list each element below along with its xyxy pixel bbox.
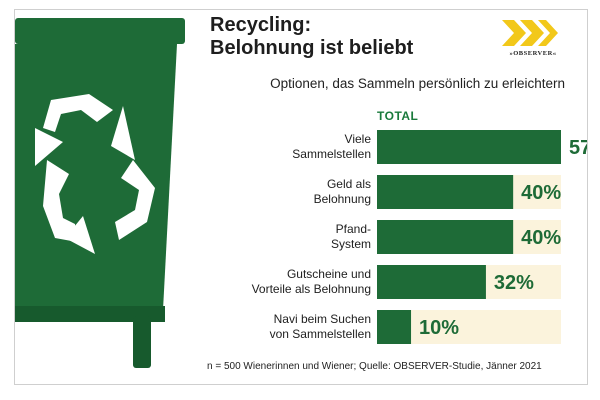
bar-value-label: 32% (494, 272, 534, 294)
bar (377, 175, 514, 209)
category-label-line: Viele (344, 132, 371, 146)
bar (377, 310, 412, 344)
chart-title: Recycling: Belohnung ist beliebt (210, 14, 413, 60)
category-label-line: Pfand- (335, 222, 371, 236)
bar-track (377, 130, 561, 164)
category-label: Viele Sammelstellen (215, 132, 371, 162)
source-footnote: n = 500 Wienerinnen und Wiener; Quelle: … (207, 361, 542, 372)
bar-value-label: 40% (521, 227, 561, 249)
category-label-line: Gutscheine und (286, 267, 371, 281)
title-line: Belohnung ist beliebt (210, 37, 414, 59)
bar-track (377, 175, 561, 209)
chevron-logo-icon (502, 20, 558, 46)
category-label: Pfand- System (215, 222, 371, 252)
category-label-line: Sammelstellen (292, 147, 371, 161)
bar-value-label: 10% (419, 317, 459, 339)
bar (377, 130, 561, 164)
observer-logo: »OBSERVER« (500, 16, 566, 57)
category-label-line: Belohnung (313, 192, 371, 206)
series-header: TOTAL (377, 109, 419, 123)
category-label: Navi beim Suchen von Sammelstellen (215, 312, 371, 342)
bar-track (377, 265, 561, 299)
bin-body (15, 18, 185, 368)
category-label-line: Geld als (326, 177, 371, 191)
category-label-line: Navi beim Suchen (273, 312, 371, 326)
bar (377, 265, 486, 299)
logo-wordmark: »OBSERVER« (509, 50, 557, 57)
title-line: Recycling: (210, 14, 312, 36)
category-label-line: Vorteile als Belohnung (251, 282, 371, 296)
chart-subtitle: Optionen, das Sammeln persönlich zu erle… (270, 76, 565, 91)
bar-track (377, 220, 561, 254)
recycle-arrows-icon (35, 94, 155, 254)
category-label-line: System (330, 237, 371, 251)
bar-value-label: 40% (521, 182, 561, 204)
category-label: Gutscheine und Vorteile als Belohnung (215, 267, 371, 297)
category-label: Geld als Belohnung (215, 177, 371, 207)
infographic-card: Recycling: Belohnung ist beliebt »OBSERV… (14, 9, 588, 385)
bar-track (377, 310, 561, 344)
category-label-line: von Sammelstellen (269, 327, 371, 341)
bar-value-label: 57% (569, 137, 587, 159)
recycling-bin-illustration (15, 18, 185, 368)
bar (377, 220, 514, 254)
